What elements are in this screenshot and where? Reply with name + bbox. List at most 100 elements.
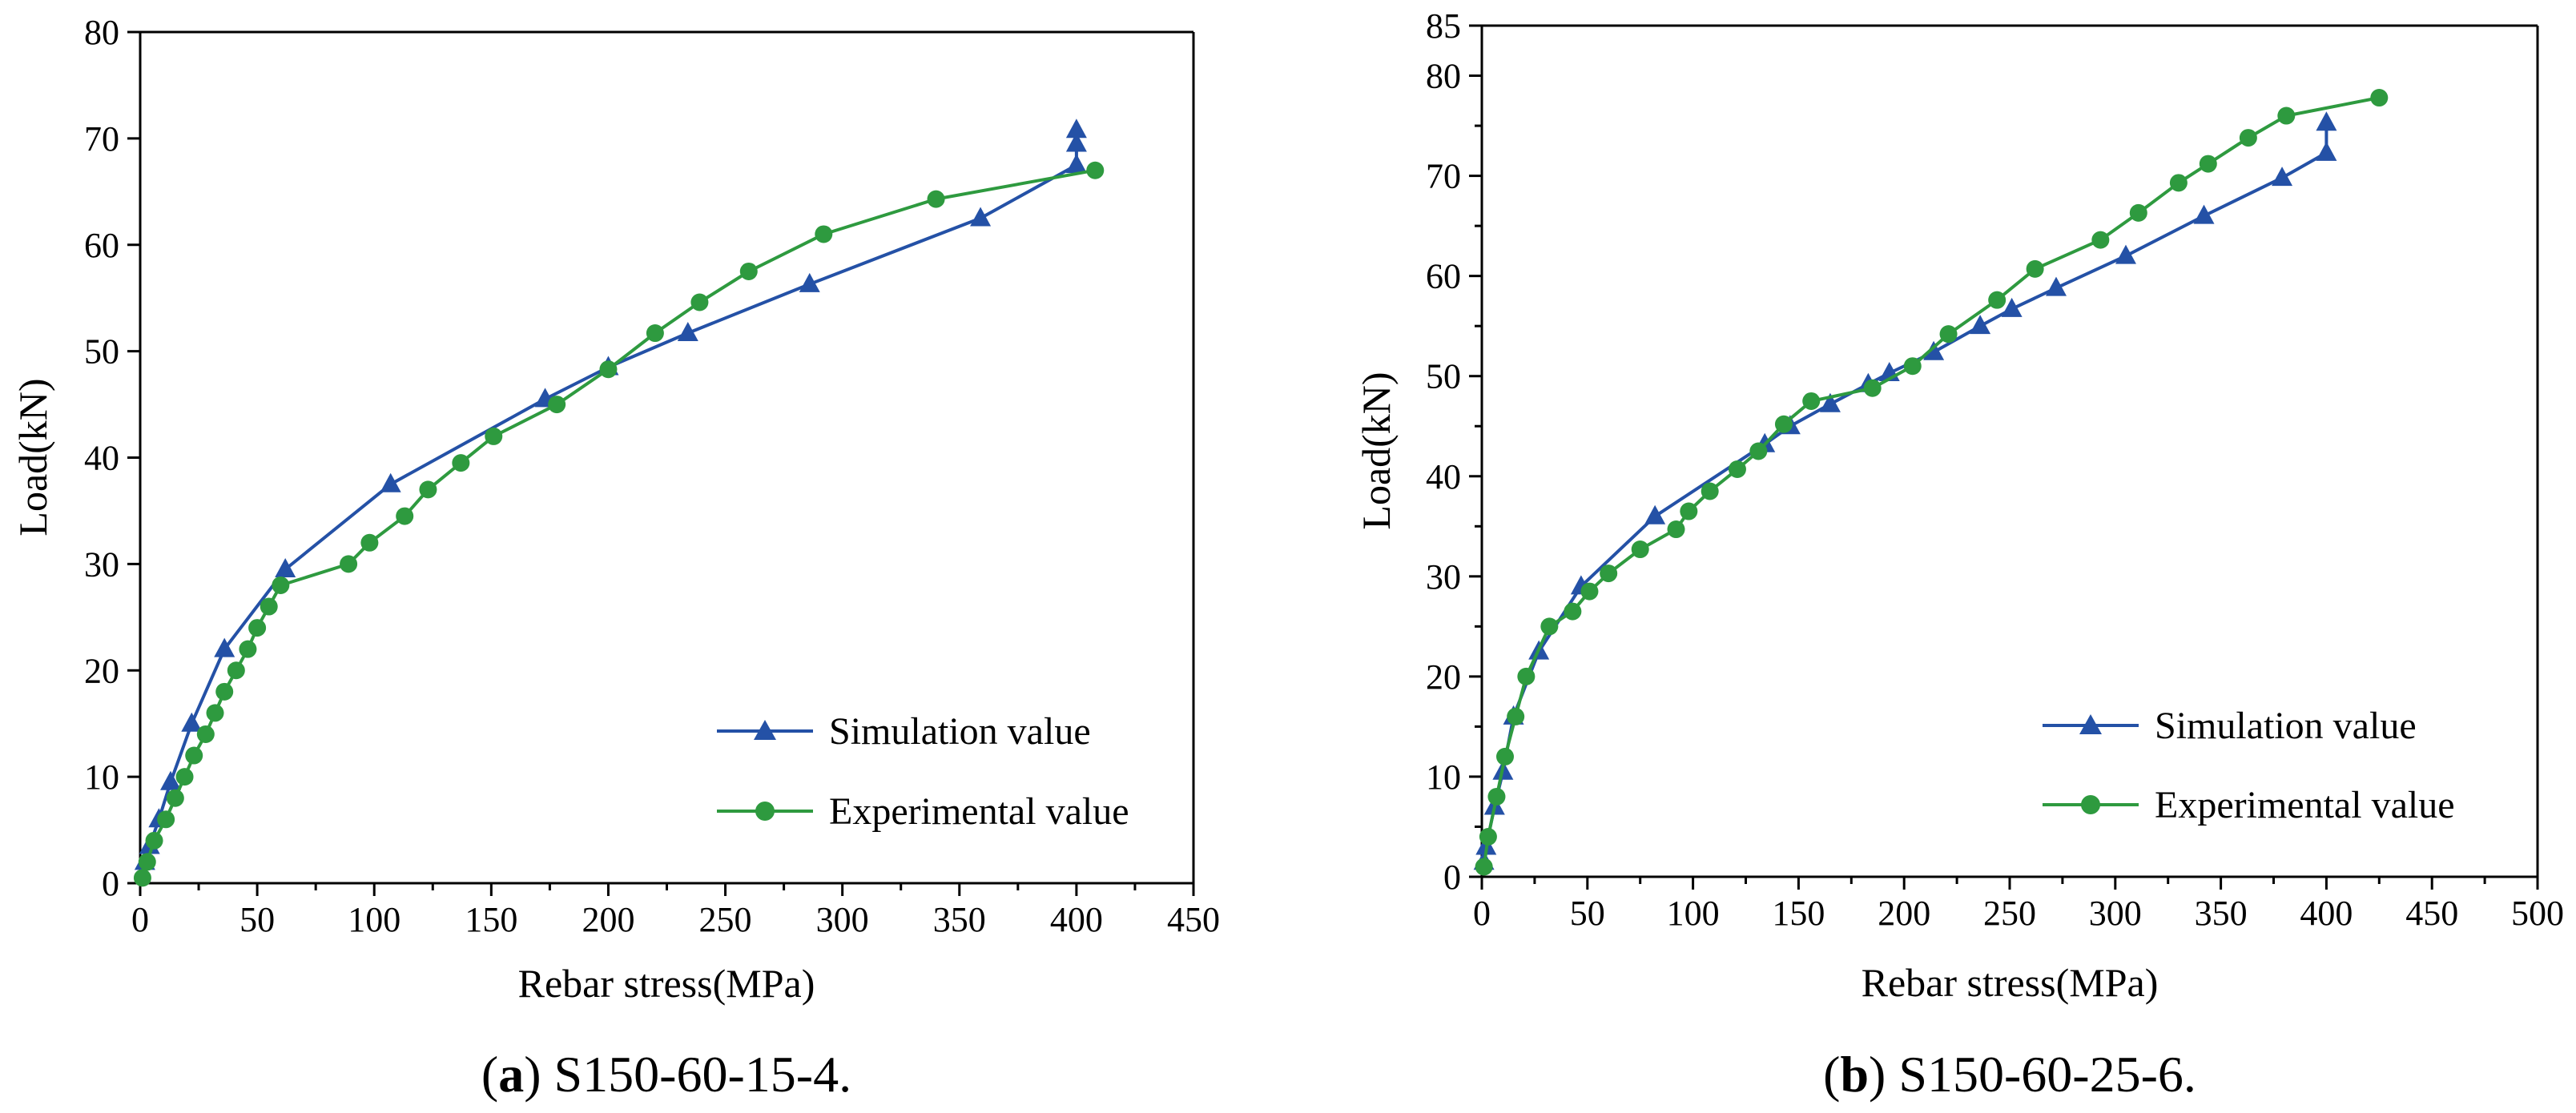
data-point-experimental <box>360 533 379 552</box>
data-point-simulation <box>2316 141 2337 161</box>
data-point-simulation <box>2193 204 2215 224</box>
series-group <box>133 119 1105 887</box>
data-point-experimental <box>1479 827 1497 846</box>
data-point-experimental <box>1564 602 1582 621</box>
y-tick-label: 50 <box>1426 357 1461 396</box>
data-point-experimental <box>2169 174 2188 192</box>
data-point-experimental <box>1701 482 1719 500</box>
x-axis-label: Rebar stress(MPa) <box>1862 960 2159 1005</box>
caption-a: (a) S150-60-15-4. <box>481 1046 851 1103</box>
legend-experimental-label: Experimental value <box>829 790 1129 833</box>
caption-b: (b) S150-60-25-6. <box>1823 1046 2196 1103</box>
data-point-simulation <box>275 558 296 578</box>
y-tick-label: 0 <box>1443 858 1461 897</box>
chart-panel-b: 0 50 100 150 200 250 300 350 400 450 500 0 10 20 30 40 5… <box>1354 6 2564 1103</box>
data-point-experimental <box>419 480 437 499</box>
data-point-experimental <box>260 597 278 616</box>
data-point-experimental <box>1600 565 1618 583</box>
data-point-experimental <box>1487 787 1506 806</box>
data-point-simulation <box>380 472 401 492</box>
data-point-simulation <box>1970 315 1991 335</box>
y-tick-label: 20 <box>1426 657 1461 697</box>
data-point-experimental <box>340 555 358 573</box>
x-tick-label: 450 <box>1167 900 1220 939</box>
data-point-experimental <box>145 831 163 850</box>
data-point-experimental <box>396 507 414 525</box>
data-point-experimental <box>646 324 664 343</box>
data-point-experimental <box>927 190 945 208</box>
data-point-simulation <box>2272 167 2293 187</box>
data-point-experimental <box>452 454 470 472</box>
data-point-simulation <box>1065 154 1087 174</box>
data-point-experimental <box>1774 415 1793 433</box>
data-point-simulation <box>214 637 235 657</box>
data-point-experimental <box>1495 747 1514 765</box>
data-point-experimental <box>206 704 224 722</box>
x-tick-label: 50 <box>1570 894 1605 933</box>
legend: Simulation value Experimental value <box>717 710 1129 833</box>
data-point-experimental <box>2026 259 2044 278</box>
y-tick-label: 40 <box>84 439 119 478</box>
data-point-experimental <box>2370 89 2389 107</box>
data-point-simulation <box>2045 276 2067 296</box>
data-point-experimental <box>1903 357 1922 376</box>
data-point-simulation <box>1644 504 1666 524</box>
y-tick-label: 10 <box>84 757 119 797</box>
data-point-experimental <box>1749 442 1768 460</box>
data-point-experimental <box>1507 707 1525 725</box>
x-tick-label: 200 <box>582 900 634 939</box>
caption-letter: a <box>498 1046 524 1103</box>
y-tick-label: 50 <box>84 332 119 372</box>
legend-experimental-marker <box>755 802 775 821</box>
data-point-simulation <box>1065 132 1087 152</box>
data-point-experimental <box>185 746 203 765</box>
data-point-experimental <box>1863 379 1882 397</box>
data-point-simulation <box>677 322 698 342</box>
data-point-experimental <box>1728 460 1746 479</box>
data-point-simulation <box>2316 111 2337 131</box>
data-point-experimental <box>599 360 618 379</box>
legend-simulation-label: Simulation value <box>829 710 1091 753</box>
series-line-experimental <box>1482 96 2380 867</box>
x-tick-label: 0 <box>131 900 149 939</box>
x-tick-label: 500 <box>2511 894 2564 933</box>
y-tick-label: 0 <box>102 864 119 903</box>
x-tick-label: 150 <box>1772 894 1825 933</box>
data-point-experimental <box>227 661 245 680</box>
data-point-experimental <box>1988 291 2006 309</box>
data-point-experimental <box>1580 582 1599 601</box>
ticks: 0 50 100 150 200 250 300 350 400 450 500 0 10 20 30 40 5… <box>1426 6 2564 933</box>
data-point-simulation <box>2001 297 2023 317</box>
legend-experimental-marker <box>2081 795 2100 814</box>
chart-panel-a: 0 50 100 150 200 250 300 350 400 450 0 10 20 30 40 50 60… <box>10 13 1220 1103</box>
y-tick-label: 30 <box>84 544 119 584</box>
data-point-experimental <box>2199 155 2217 173</box>
y-tick-label: 60 <box>84 226 119 265</box>
series-line-simulation <box>1482 123 2328 862</box>
legend-simulation-label: Simulation value <box>2155 705 2417 747</box>
data-point-experimental <box>248 619 267 637</box>
data-point-experimental <box>739 262 758 280</box>
data-point-experimental <box>2129 203 2147 222</box>
caption-letter: b <box>1840 1046 1869 1103</box>
data-point-experimental <box>196 725 215 743</box>
y-tick-label: 70 <box>84 119 119 159</box>
x-tick-label: 200 <box>1878 894 1930 933</box>
series-line-simulation <box>143 130 1078 862</box>
data-point-experimental <box>1540 617 1559 636</box>
data-point-experimental <box>1631 540 1649 559</box>
data-point-experimental <box>1802 392 1821 410</box>
data-point-experimental <box>1475 858 1493 876</box>
y-tick-label: 80 <box>84 13 119 52</box>
data-point-simulation <box>181 712 203 732</box>
legend-simulation-marker <box>754 720 776 740</box>
caption-text: S150-60-15-4. <box>554 1046 852 1103</box>
legend: Simulation value Experimental value <box>2043 705 2455 826</box>
data-point-experimental <box>175 768 194 786</box>
x-axis-label: Rebar stress(MPa) <box>518 961 815 1006</box>
series-line-experimental <box>140 168 1096 878</box>
data-point-simulation <box>1923 340 1945 360</box>
x-tick-label: 450 <box>2405 894 2458 933</box>
legend-simulation-marker <box>2079 714 2102 734</box>
